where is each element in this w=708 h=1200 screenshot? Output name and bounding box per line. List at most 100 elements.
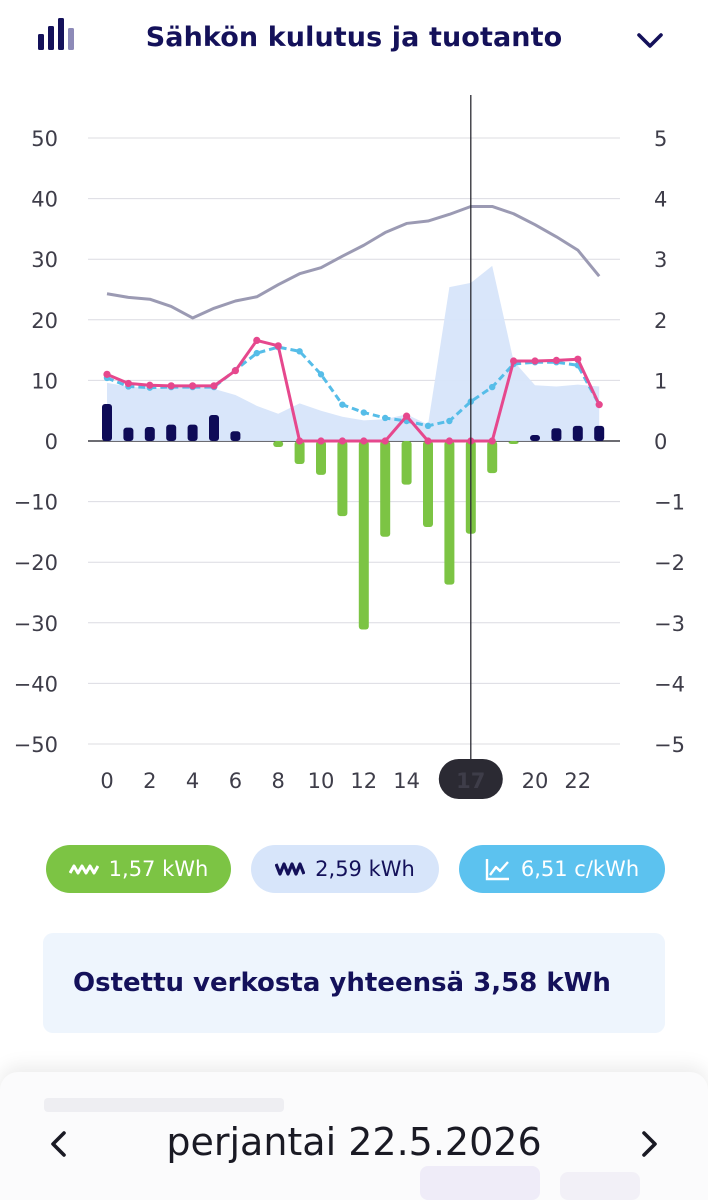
y-left-tick-label: 20 (31, 309, 58, 333)
y-left-tick-label: 30 (31, 248, 58, 272)
grid-purchase-bar (187, 424, 198, 441)
spot-price-point (296, 348, 303, 355)
price-point (595, 401, 603, 409)
price-point (424, 437, 432, 445)
x-tick-label: 10 (308, 769, 335, 793)
x-tick-label: 2 (143, 769, 156, 793)
price-chart-icon (485, 859, 509, 881)
bar-chart-icon[interactable] (36, 16, 78, 52)
legend-chips: 1,57 kWh 2,59 kWh 6,51 c/kWh (0, 845, 708, 893)
y-left-tick-label: −20 (14, 551, 58, 575)
grid-purchase-bar (209, 414, 219, 441)
chevron-down-icon[interactable] (633, 28, 667, 54)
price-point (338, 437, 346, 445)
production-bar (294, 441, 305, 465)
grid-purchase-bar (230, 431, 241, 441)
price-point (509, 357, 518, 365)
y-right-tick-label: 2 (654, 309, 667, 333)
x-tick-label: 12 (350, 769, 377, 793)
price-point (552, 356, 561, 365)
y-right-tick-label: −4 (654, 672, 685, 696)
price-point (231, 367, 239, 375)
price-point (103, 370, 111, 378)
x-tick-label: 8 (272, 769, 285, 793)
price-value: 6,51 c/kWh (520, 857, 640, 881)
production-bar (337, 441, 348, 517)
x-tick-label: 4 (186, 769, 199, 793)
y-right-tick-label: 1 (654, 369, 667, 393)
production-bar (316, 441, 326, 475)
header: Sähkön kulutus ja tuotanto (0, 0, 708, 84)
price-point (317, 437, 325, 445)
price-point (189, 382, 197, 390)
price-point (296, 437, 304, 445)
production-bar (401, 441, 412, 485)
y-right-tick-label: 5 (654, 127, 667, 151)
production-bar (508, 441, 519, 444)
y-left-tick-label: −10 (14, 491, 58, 515)
spot-price-point (317, 371, 325, 378)
consumption-wave-icon (275, 862, 306, 876)
price-chip[interactable]: 6,51 c/kWh (459, 845, 665, 893)
spot-price-point (446, 417, 453, 425)
x-tick-label: 20 (522, 769, 549, 793)
x-tick-label: 6 (229, 769, 242, 793)
page-title: Sähkön kulutus ja tuotanto (145, 22, 563, 53)
placeholder-bar (44, 1098, 284, 1112)
price-point (210, 382, 218, 390)
y-left-tick-label: 0 (45, 430, 58, 454)
grid-purchase-bar (166, 424, 177, 441)
price-point (146, 381, 154, 389)
chevron-right-icon[interactable] (634, 1126, 664, 1162)
y-right-tick-label: −5 (654, 733, 685, 757)
price-point (253, 336, 261, 345)
grid-purchase-bar (144, 427, 155, 441)
selected-date: perjantai 22.5.2026 (166, 1120, 542, 1164)
y-left-tick-label: −30 (14, 612, 58, 636)
placeholder-block (420, 1166, 540, 1200)
consumption-area (107, 265, 600, 441)
price-point (167, 382, 175, 390)
y-left-tick-label: 40 (31, 188, 58, 212)
y-left-tick-label: −50 (14, 733, 58, 757)
summary-card: Ostettu verkosta yhteensä 3,58 kWh (43, 933, 665, 1033)
y-right-tick-label: −2 (654, 551, 685, 575)
grid-purchase-bar (530, 434, 540, 441)
temperature-line (106, 204, 601, 320)
consumption-value: 2,59 kWh (315, 857, 415, 881)
production-bar (358, 441, 369, 630)
selected-hour-label: 17 (456, 769, 485, 793)
y-left-tick-label: −40 (14, 672, 58, 696)
grid-purchase-bar (123, 427, 134, 441)
spot-price-point (253, 349, 260, 357)
price-point (531, 357, 539, 365)
chevron-left-icon[interactable] (44, 1126, 74, 1162)
consumption-chip[interactable]: 2,59 kWh (251, 845, 439, 893)
spot-price-point (360, 409, 367, 416)
solar-wave-icon (68, 864, 99, 875)
spot-price-point (339, 401, 346, 408)
grid-purchase-bar (551, 428, 562, 441)
production-bar (273, 441, 284, 448)
placeholder-block (560, 1172, 640, 1200)
production-chip[interactable]: 1,57 kWh (46, 845, 231, 893)
price-point (381, 437, 389, 445)
x-tick-label: 22 (564, 769, 591, 793)
y-left-tick-label: 50 (31, 127, 58, 151)
spot-price-point (382, 414, 389, 422)
consumption-production-chart[interactable]: 50 540 430 320 210 10 0−10 −1−20 −2−30 −3−40 −4−50… (0, 90, 708, 810)
grid-purchase-bar (102, 404, 112, 441)
summary-text: Ostettu verkosta yhteensä 3,58 kWh (73, 968, 611, 998)
y-right-tick-label: −3 (654, 612, 685, 636)
grid-purchase-bar (572, 425, 583, 441)
production-bar (423, 441, 433, 528)
price-point (574, 355, 582, 363)
selected-hour-pill (438, 759, 503, 799)
price-point (445, 437, 453, 445)
production-bar (487, 441, 498, 474)
y-left-tick-label: 10 (31, 369, 58, 393)
x-tick-label: 14 (393, 769, 420, 793)
x-tick-label: 0 (100, 769, 113, 793)
price-point (403, 412, 411, 420)
y-right-tick-label: 4 (654, 188, 667, 212)
